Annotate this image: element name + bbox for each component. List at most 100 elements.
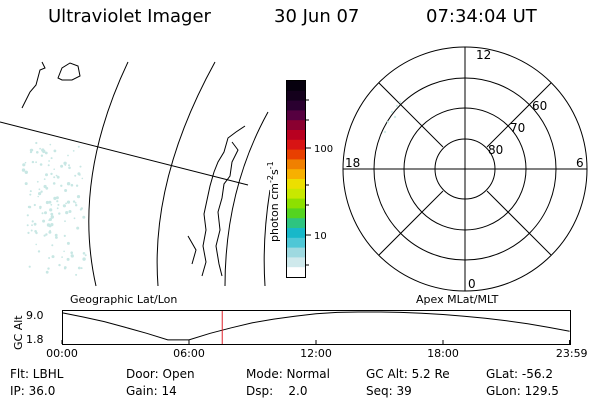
instrument-title: Ultraviolet Imager [48, 6, 211, 27]
colorbar-band [287, 228, 305, 239]
aurora-pixel [66, 257, 70, 261]
image-date: 30 Jun 07 [274, 6, 360, 27]
aurora-pixel [50, 215, 54, 219]
x-tick-label: 12:00 [300, 347, 332, 360]
aurora-pixel [36, 180, 39, 183]
altitude-axis-label: GC Alt [12, 315, 25, 350]
mode-status: Mode: Normal [246, 367, 330, 381]
coastline [21, 61, 46, 109]
aurora-pixel [74, 174, 77, 177]
colorbar-band [287, 120, 305, 131]
gc-alt-status: GC Alt: 5.2 Re [366, 367, 450, 381]
aurora-pixel [42, 219, 46, 223]
ip-status: IP: 36.0 [10, 384, 56, 398]
aurora-pixel [73, 217, 76, 220]
aurora-pixel [61, 256, 63, 258]
aurora-pixel [53, 196, 57, 200]
geographic-label: Geographic Lat/Lon [70, 293, 178, 306]
latitude-arc [88, 61, 129, 287]
aurora-pixel [43, 234, 46, 237]
aurora-pixel [36, 151, 39, 154]
colorbar-unit-label: photon cm-2s-1 [266, 161, 281, 242]
aurora-pixel [31, 224, 33, 227]
colorbar-band [287, 81, 305, 92]
aurora-pixel [49, 208, 53, 212]
latitude-arc [224, 111, 269, 287]
meridian-line [0, 121, 249, 186]
aurora-pixel [56, 207, 59, 210]
aurora-pixel [35, 141, 38, 145]
y-tick-label: 1.8 [26, 333, 44, 346]
colorbar-band [287, 130, 305, 141]
aurora-pixel [58, 263, 61, 267]
aurora-pixel [34, 230, 37, 233]
aurora-emission [21, 141, 87, 276]
aurora-pixel [29, 151, 33, 154]
aurora-pixel [52, 182, 56, 185]
aurora-pixel [75, 273, 78, 276]
x-tick-label: 06:00 [173, 347, 205, 360]
colorbar-band [287, 208, 305, 219]
x-tick-label: 18:00 [427, 347, 459, 360]
unit-base: photon cm [268, 183, 281, 242]
aurora-pixel [31, 220, 34, 223]
altitude-series-line [61, 311, 570, 341]
colorbar [286, 80, 306, 278]
aurora-pixel [24, 170, 28, 174]
colorbar-band [287, 179, 305, 190]
aurora-pixel [84, 254, 87, 257]
altitude-chart-frame [62, 310, 571, 345]
aurora-pixel [31, 160, 35, 164]
colorbar-band [287, 247, 305, 258]
aurora-pixel [29, 193, 32, 196]
aurora-pixel [51, 255, 55, 259]
aurora-pixel [66, 200, 71, 204]
aurora-pixel [53, 149, 57, 153]
aurora-pixel [55, 236, 58, 239]
aurora-pixel [66, 241, 70, 245]
aurora-pixel [35, 161, 37, 164]
aurora-pixel [44, 211, 47, 215]
colorbar-band [287, 139, 305, 151]
aurora-pixel [44, 151, 48, 155]
aurora-pixel [63, 267, 67, 270]
coastline [215, 141, 239, 277]
aurora-pixel [65, 202, 67, 205]
aurora-pixel [60, 164, 64, 168]
aurora-pixel [56, 200, 59, 203]
aurora-pixel [45, 186, 49, 190]
aurora-pixel [54, 233, 58, 237]
aurora-pixel [39, 163, 43, 166]
diagonal-line [486, 82, 552, 148]
aurora-pixel [65, 211, 69, 215]
colorbar-band [287, 169, 305, 180]
x-tick-label: 00:00 [46, 347, 78, 360]
aurora-pixel [74, 202, 77, 204]
aurora-pixel [75, 184, 79, 187]
aurora-pixel [30, 148, 34, 152]
y-tick-label: 9.0 [26, 309, 44, 322]
aurora-pixel [45, 270, 49, 274]
aurora-pixel [68, 166, 71, 170]
aurora-pixel [28, 265, 31, 268]
unit-seconds: s [268, 169, 281, 175]
unit-exponent: -1 [266, 161, 275, 169]
dsp-status: Dsp: 2.0 [246, 384, 308, 398]
colorbar-axis: 100 10 [306, 99, 333, 266]
latitude-arc [263, 189, 270, 287]
aurora-pixel [21, 168, 26, 172]
aurora-pixel [72, 150, 75, 152]
aurora-pixel [66, 182, 71, 186]
aurora-pixel [68, 210, 72, 213]
aurora-pixel [79, 165, 82, 168]
colorbar-gradient [286, 80, 306, 278]
aurora-pixel [30, 229, 33, 232]
aurora-pixel [62, 204, 66, 208]
aurora-pixel [45, 200, 50, 205]
aurora-pixel [70, 254, 74, 257]
aurora-pixel [37, 250, 41, 253]
aurora-pixel [24, 182, 28, 186]
aurora-pixel [38, 192, 42, 196]
coastline [57, 62, 81, 81]
aurora-pixel [53, 176, 56, 179]
